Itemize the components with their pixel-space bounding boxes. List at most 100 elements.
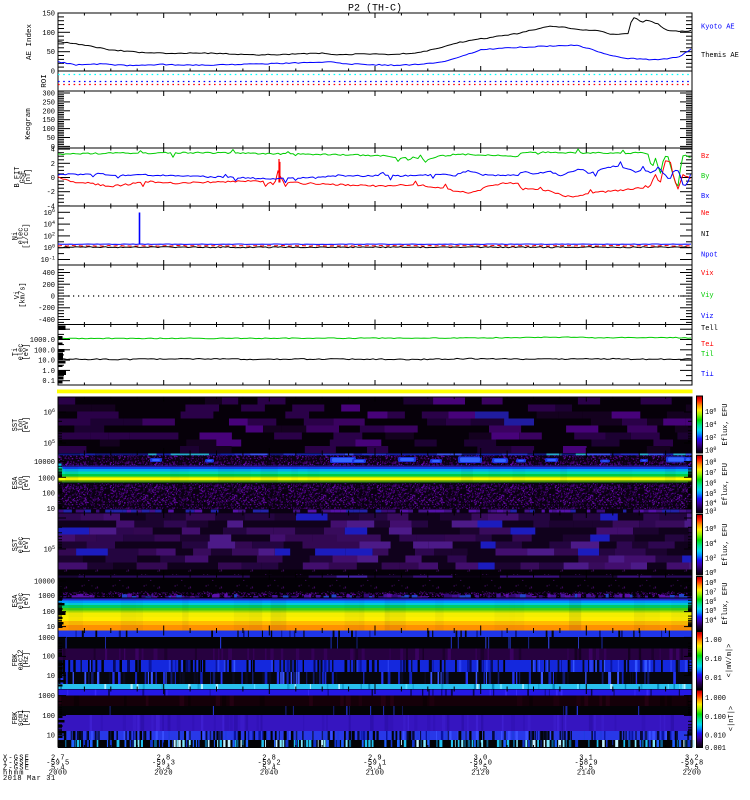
svg-text:100: 100 bbox=[42, 609, 55, 617]
svg-text:0: 0 bbox=[51, 294, 55, 302]
svg-text:By: By bbox=[701, 173, 709, 181]
svg-text:200: 200 bbox=[42, 282, 55, 290]
svg-text:100: 100 bbox=[705, 446, 716, 456]
svg-text:100: 100 bbox=[705, 568, 716, 578]
svg-text:250: 250 bbox=[42, 99, 55, 107]
svg-text:105: 105 bbox=[705, 489, 716, 499]
svg-text:2.8: 2.8 bbox=[262, 754, 276, 762]
svg-text:elec: elec bbox=[18, 537, 26, 554]
svg-text:SST: SST bbox=[12, 539, 20, 552]
svg-text:-59.5: -59.5 bbox=[46, 759, 70, 767]
svg-text:[eV]: [eV] bbox=[23, 475, 31, 492]
svg-text:300: 300 bbox=[42, 91, 55, 99]
svg-text:3.2: 3.2 bbox=[685, 754, 699, 762]
svg-text:[Hz]: [Hz] bbox=[23, 652, 31, 669]
svg-text:Ti⊥: Ti⊥ bbox=[701, 371, 714, 379]
svg-text:0: 0 bbox=[51, 69, 55, 77]
svg-text:<|nT|>: <|nT|> bbox=[728, 706, 736, 731]
svg-text:eac12: eac12 bbox=[18, 649, 26, 670]
svg-text:108: 108 bbox=[705, 578, 716, 588]
svg-text:Y-GSE: Y-GSE bbox=[3, 759, 30, 767]
svg-text:2140: 2140 bbox=[577, 770, 596, 778]
svg-text:1.0: 1.0 bbox=[42, 368, 55, 376]
svg-text:50: 50 bbox=[47, 49, 55, 57]
svg-text:104: 104 bbox=[705, 499, 716, 509]
svg-text:[1/cc]: [1/cc] bbox=[23, 223, 31, 248]
svg-text:10: 10 bbox=[47, 673, 55, 681]
svg-text:2.9: 2.9 bbox=[368, 754, 382, 762]
svg-text:ESA: ESA bbox=[12, 476, 20, 489]
svg-text:Eflux, EFU: Eflux, EFU bbox=[722, 523, 730, 565]
svg-text:ion: ion bbox=[18, 419, 26, 432]
svg-text:[Hz]: [Hz] bbox=[23, 710, 31, 727]
svg-text:-59.3: -59.3 bbox=[152, 759, 176, 767]
svg-text:107: 107 bbox=[705, 469, 716, 479]
svg-text:104: 104 bbox=[44, 220, 55, 230]
svg-text:2040: 2040 bbox=[260, 770, 279, 778]
svg-text:[km/s]: [km/s] bbox=[20, 282, 28, 307]
svg-text:0.001: 0.001 bbox=[705, 745, 726, 753]
svg-text:Vi: Vi bbox=[14, 291, 22, 299]
svg-text:-400: -400 bbox=[38, 317, 55, 325]
svg-text:Eflux, EFU: Eflux, EFU bbox=[722, 463, 730, 505]
svg-text:102: 102 bbox=[44, 232, 55, 242]
svg-text:104: 104 bbox=[705, 616, 716, 626]
svg-text:1000: 1000 bbox=[38, 693, 55, 701]
svg-text:103: 103 bbox=[705, 507, 716, 517]
svg-text:2200: 2200 bbox=[683, 770, 702, 778]
svg-text:Te⊥: Te⊥ bbox=[701, 341, 714, 349]
svg-text:5.5: 5.5 bbox=[685, 765, 699, 773]
svg-text:5.5: 5.5 bbox=[474, 765, 488, 773]
svg-text:Keogram: Keogram bbox=[25, 108, 33, 140]
svg-text:0.10: 0.10 bbox=[705, 656, 722, 664]
svg-text:106: 106 bbox=[705, 407, 716, 417]
svg-text:0: 0 bbox=[51, 175, 55, 183]
svg-text:150: 150 bbox=[42, 11, 55, 19]
svg-text:-59.1: -59.1 bbox=[363, 759, 387, 767]
svg-text:elec: elec bbox=[18, 593, 26, 610]
svg-text:Tell: Tell bbox=[701, 325, 718, 333]
svg-text:10000: 10000 bbox=[34, 459, 55, 467]
svg-text:-200: -200 bbox=[38, 305, 55, 313]
svg-text:3.1: 3.1 bbox=[579, 754, 593, 762]
svg-text:1000.0: 1000.0 bbox=[30, 337, 55, 345]
svg-text:[eV]: [eV] bbox=[23, 417, 31, 434]
svg-text:Viz: Viz bbox=[701, 313, 714, 321]
svg-text:105: 105 bbox=[44, 439, 55, 449]
svg-text:106: 106 bbox=[44, 208, 55, 218]
svg-text:104: 104 bbox=[705, 420, 716, 430]
svg-text:Til: Til bbox=[701, 351, 714, 359]
svg-text:105: 105 bbox=[705, 606, 716, 616]
svg-text:0.100: 0.100 bbox=[705, 714, 726, 722]
svg-text:4: 4 bbox=[51, 147, 55, 155]
svg-text:Kyoto AE: Kyoto AE bbox=[701, 24, 735, 32]
svg-text:107: 107 bbox=[705, 588, 716, 598]
svg-text:FBK: FBK bbox=[12, 653, 20, 666]
svg-text:elec: elec bbox=[18, 228, 26, 245]
svg-text:X-GSE: X-GSE bbox=[3, 754, 30, 762]
svg-text:5.5: 5.5 bbox=[579, 765, 593, 773]
svg-text:2: 2 bbox=[51, 161, 55, 169]
svg-text:Ni: Ni bbox=[12, 232, 20, 240]
svg-text:1000: 1000 bbox=[38, 635, 55, 643]
svg-text:1000: 1000 bbox=[38, 593, 55, 601]
svg-text:ESA: ESA bbox=[12, 594, 20, 607]
svg-text:106: 106 bbox=[705, 524, 716, 534]
svg-text:106: 106 bbox=[705, 479, 716, 489]
svg-text:0: 0 bbox=[51, 144, 55, 152]
svg-text:AE Index: AE Index bbox=[26, 24, 34, 61]
svg-text:hhmm: hhmm bbox=[3, 770, 25, 778]
svg-text:<|mV/m|>: <|mV/m|> bbox=[726, 644, 734, 678]
svg-text:5.4: 5.4 bbox=[51, 765, 65, 773]
svg-text:Themis AE: Themis AE bbox=[701, 52, 739, 60]
svg-text:[eV]: [eV] bbox=[23, 344, 31, 361]
svg-text:-4: -4 bbox=[47, 203, 55, 211]
svg-text:-2: -2 bbox=[47, 189, 55, 197]
svg-text:Vix: Vix bbox=[701, 270, 714, 278]
svg-text:-59.0: -59.0 bbox=[469, 759, 493, 767]
svg-text:150: 150 bbox=[42, 117, 55, 125]
svg-text:[eV]: [eV] bbox=[23, 537, 31, 554]
svg-text:100: 100 bbox=[44, 244, 55, 254]
svg-text:scm1: scm1 bbox=[18, 710, 26, 727]
svg-text:102: 102 bbox=[705, 554, 716, 564]
